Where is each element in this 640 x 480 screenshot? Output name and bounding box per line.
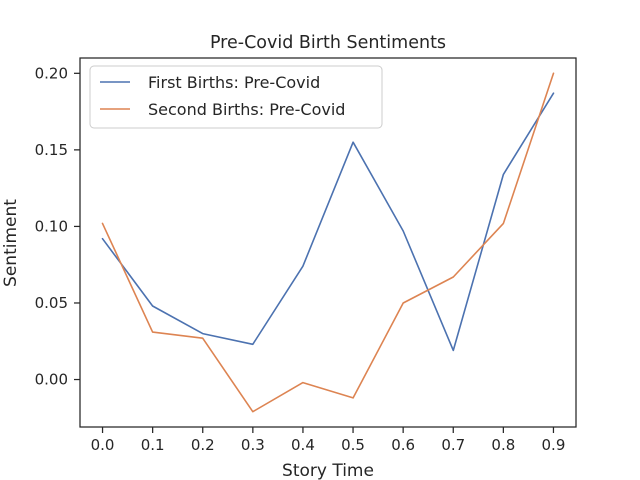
y-tick-label: 0.10	[35, 217, 68, 235]
y-tick-label: 0.05	[35, 294, 68, 312]
legend: First Births: Pre-Covid Second Births: Pr…	[89, 65, 383, 129]
y-tick-label: 0.00	[35, 371, 68, 389]
legend-label-2: Second Births: Pre-Covid	[148, 100, 345, 119]
x-axis-label: Story Time	[282, 461, 374, 480]
series-line-1	[101, 92, 555, 352]
x-tick-label: 0.5	[341, 436, 365, 454]
x-axis: 0.0 0.1 0.2 0.3 0.4 0.5 0.6 0.7 0.8 0.9	[91, 427, 566, 454]
x-tick-label: 0.1	[141, 436, 165, 454]
legend-box	[89, 65, 383, 129]
x-tick-label: 0.9	[542, 436, 566, 454]
y-axis-label: Sentiment	[1, 199, 21, 287]
y-tick-label: 0.20	[35, 64, 68, 82]
plot-frame	[79, 57, 577, 428]
x-tick-label: 0.3	[241, 436, 265, 454]
x-tick-label: 0.4	[291, 436, 315, 454]
y-axis: 0.00 0.05 0.10 0.15 0.20	[35, 64, 80, 389]
series-line-2	[101, 72, 555, 413]
x-tick-label: 0.7	[441, 436, 465, 454]
x-tick-label: 0.0	[91, 436, 115, 454]
x-tick-label: 0.8	[491, 436, 515, 454]
chart-title: Pre-Covid Birth Sentiments	[210, 33, 446, 53]
x-tick-label: 0.6	[391, 436, 415, 454]
plot-lines	[101, 72, 555, 413]
x-tick-label: 0.2	[191, 436, 215, 454]
y-tick-label: 0.15	[35, 141, 68, 159]
legend-label-1: First Births: Pre-Covid	[148, 73, 320, 92]
